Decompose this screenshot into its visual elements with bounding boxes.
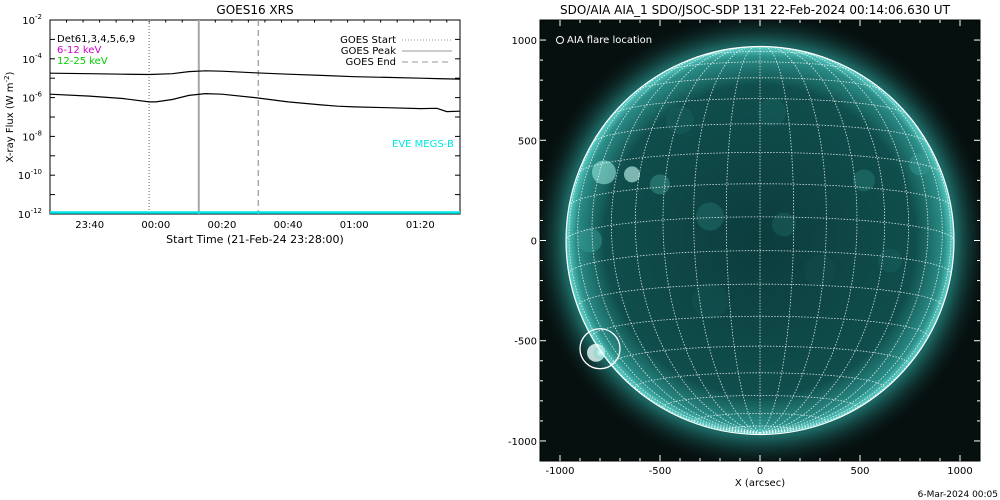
flare-bright-region xyxy=(593,345,607,360)
flare-location-legend-label: AIA flare location xyxy=(567,35,652,46)
x-tick-label: 00:40 xyxy=(274,220,303,231)
latitude-grid-line xyxy=(611,98,909,116)
goes-y-axis-label: X-ray Flux (W m-2) xyxy=(3,71,16,162)
active-region-patch xyxy=(650,174,670,195)
y-tick-base: 10 xyxy=(18,210,31,221)
active-region-patch xyxy=(853,169,875,192)
flare-location-legend-marker xyxy=(556,36,564,44)
aia-y-tick-label: -500 xyxy=(514,337,537,348)
y-tick-label: 10-8 xyxy=(22,129,42,143)
active-region-patch xyxy=(624,166,640,183)
y-label-exp: -2 xyxy=(3,75,11,82)
goes-event-lines xyxy=(148,20,260,214)
latitude-grid-line xyxy=(577,151,943,174)
aia-solar-image xyxy=(540,20,980,461)
longitude-grid-line xyxy=(693,46,761,434)
x-tick-label: 00:00 xyxy=(141,220,170,231)
x-tick-label: 23:40 xyxy=(75,220,104,231)
aia-x-tick-label: 0 xyxy=(757,466,763,477)
longitude-grid-line xyxy=(759,46,858,434)
latitude-grid-line xyxy=(591,315,929,337)
aia-axis-ticks: -1000 -500 0 500 1000 1000 500 0 -500 -1000 xyxy=(508,20,980,477)
longitude-grid-line xyxy=(759,50,929,434)
goes-series-line-2 xyxy=(50,92,460,113)
goes-plot-frame xyxy=(49,19,461,215)
y-tick-label: 10-12 xyxy=(18,207,42,221)
aia-y-tick-label: 1000 xyxy=(512,36,537,47)
x-tick-label: 00:20 xyxy=(208,220,237,231)
y-tick-base: 10 xyxy=(22,55,35,66)
goes-legend-left: Det61,3,4,5,6,9 6-12 keV 12-25 keV xyxy=(57,34,135,67)
latitude-grid-line xyxy=(697,51,823,58)
active-region-patch xyxy=(772,212,796,237)
aia-image-title: SDO/AIA AIA_1 SDO/JSOC-SDP 131 22-Feb-20… xyxy=(560,3,951,17)
y-tick-exp: -2 xyxy=(35,13,42,21)
active-region-patch xyxy=(696,202,724,231)
legend-entry-6-12-kev: 6-12 keV xyxy=(57,45,101,56)
longitude-grid-line xyxy=(577,56,761,434)
goes-series-group xyxy=(50,70,460,214)
y-label-base: X-ray Flux (W m xyxy=(5,82,16,162)
aia-legend: AIA flare location xyxy=(556,35,652,46)
eve-megs-annotation: EVE MEGS-B xyxy=(392,139,454,150)
longitude-grid-line xyxy=(759,56,943,434)
longitude-grid-line xyxy=(759,46,827,434)
active-region-patch xyxy=(804,254,836,287)
active-region-patch xyxy=(578,228,602,253)
y-tick-exp: -10 xyxy=(31,168,42,176)
active-region-patch xyxy=(692,282,728,319)
longitude-grid-line xyxy=(662,46,761,434)
aia-x-axis-label: X (arcsec) xyxy=(735,478,785,489)
solar-limb xyxy=(565,45,955,436)
y-tick-label: 10-2 xyxy=(22,13,42,27)
active-region-patch xyxy=(592,160,616,185)
y-tick-label: 10-6 xyxy=(22,91,42,105)
longitude-grid-line xyxy=(759,47,886,434)
legend-entry-12-25-kev: 12-25 keV xyxy=(57,56,108,67)
goes-chart-title: GOES16 XRS xyxy=(216,3,293,17)
y-tick-exp: -4 xyxy=(35,52,43,60)
aia-x-tick-label: 500 xyxy=(850,466,869,477)
aia-y-tick-label: -1000 xyxy=(508,437,537,448)
active-region-patch xyxy=(878,248,902,273)
y-tick-base: 10 xyxy=(22,94,35,105)
goes-x-axis-label: Start Time (21-Feb-24 23:28:00) xyxy=(166,233,344,246)
longitude-grid-line xyxy=(634,47,761,434)
y-tick-base: 10 xyxy=(18,171,31,182)
aia-y-tick-label: 500 xyxy=(518,136,537,147)
legend-entry-detectors: Det61,3,4,5,6,9 xyxy=(57,34,135,45)
aia-image-panel: SDO/AIA AIA_1 SDO/JSOC-SDP 131 22-Feb-20… xyxy=(508,3,981,489)
goes-legend-right: GOES Start GOES Peak GOES End xyxy=(340,35,452,68)
aia-y-tick-label: 0 xyxy=(531,237,537,248)
aia-x-tick-label: 1000 xyxy=(947,466,972,477)
legend-entry-goes-end: GOES End xyxy=(346,57,396,68)
latitude-grid-line xyxy=(693,412,827,422)
goes-series-line-1 xyxy=(50,70,460,80)
y-label-tail: ) xyxy=(5,71,16,75)
longitude-grid-line xyxy=(725,46,761,434)
x-tick-label: 01:20 xyxy=(406,220,435,231)
active-region-patch xyxy=(758,98,786,127)
footer-timestamp: 6-Mar-2024 00:05 xyxy=(918,490,998,500)
legend-entry-goes-peak: GOES Peak xyxy=(341,46,396,57)
legend-entry-goes-start: GOES Start xyxy=(340,35,396,46)
aia-x-tick-label: -1000 xyxy=(545,466,574,477)
y-tick-label: 10-4 xyxy=(22,52,42,66)
active-region-patch xyxy=(666,106,694,135)
y-tick-base: 10 xyxy=(22,132,35,143)
y-tick-label: 10-10 xyxy=(18,168,42,182)
flare-location-marker xyxy=(579,328,621,370)
latitude-grid-line xyxy=(568,183,952,207)
longitude-grid-line xyxy=(591,50,761,434)
y-tick-base: 10 xyxy=(22,16,35,27)
goes-xrs-panel: GOES16 XRS 23:40 00:00 00:20 00:40 01:00 01:2… xyxy=(3,3,461,246)
y-tick-exp: -8 xyxy=(35,129,42,137)
x-tick-label: 01:00 xyxy=(340,220,369,231)
y-tick-exp: -6 xyxy=(35,91,43,99)
aia-x-tick-label: -500 xyxy=(649,466,672,477)
y-tick-exp: -12 xyxy=(31,207,42,215)
longitude-grid-line xyxy=(759,46,795,434)
